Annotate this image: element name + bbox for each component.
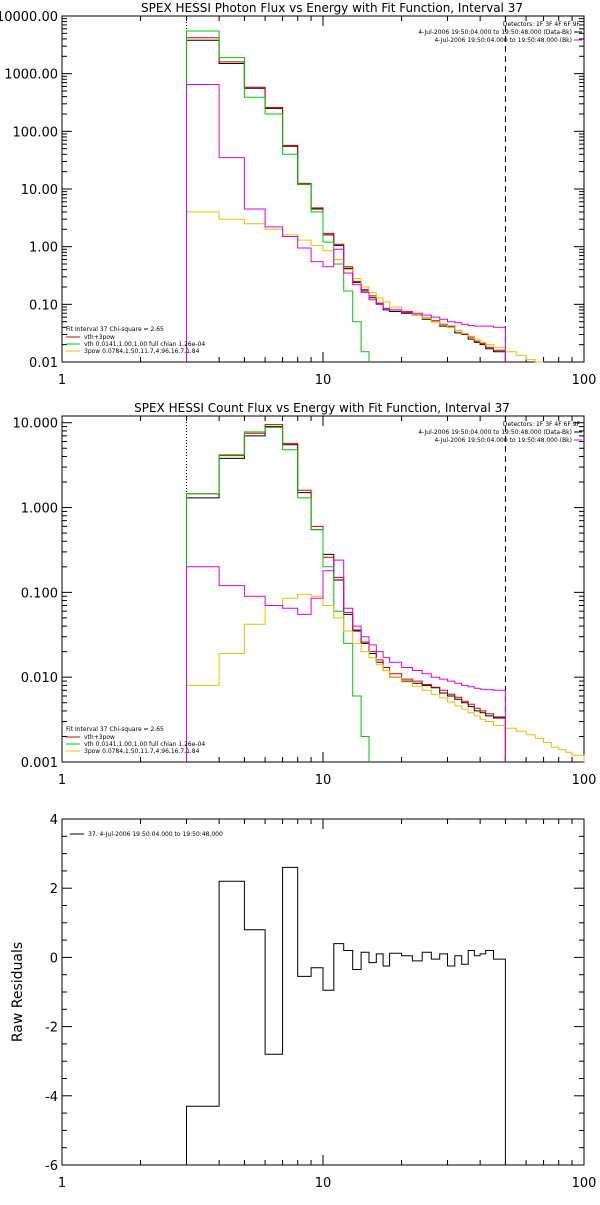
photon-xtick-label: 100 — [572, 373, 597, 388]
count-legend-bk: 4-Jul-2006 19:50:04.000 to 19:50:48.000 … — [434, 437, 572, 444]
photon-legend-3pow: 3pow 0.0784,1.50,11.7,4.96,16.7,1.84 — [84, 348, 200, 355]
count-series-line — [186, 426, 370, 762]
count-ytick-label: 1.000 — [21, 502, 58, 517]
photon-series-line — [186, 30, 370, 362]
count-ytick-label: 10.000 — [13, 417, 59, 432]
photon-series-line — [186, 37, 506, 362]
count-legend-vth: vth 0.0141,1.00,1.00 full chian 1.26e-04 — [84, 741, 205, 748]
residuals-panel: -6 -4 -2 0 2 4 1 10 100 Raw Residuals 37. 4-J… — [10, 813, 596, 1191]
count-legend-vth3pow: vth+3pow — [84, 734, 115, 741]
residual-ytick-label: -2 — [45, 1021, 58, 1036]
photon-ytick-label: 1.00 — [29, 241, 58, 256]
count-legend-fit-interval: Fit Interval 37 Chi-square = 2.65 — [66, 726, 164, 733]
photon-ytick-label: 10000.00 — [0, 10, 58, 25]
photon-legend-vth: vth 0.0141,1.00,1.00 full chian 1.26e-04 — [84, 341, 205, 348]
count-legend-bottom-left: Fit Interval 37 Chi-square = 2.65 vth+3p… — [66, 726, 205, 755]
photon-legend-bk: 4-Jul-2006 19:50:04.000 to 19:50:48.000 … — [434, 37, 572, 44]
photon-legend-data-bk: 4-Jul-2006 19:50:04.000 to 19:50:48.000 … — [418, 29, 572, 36]
residual-series-line — [186, 866, 506, 1165]
count-legend-detectors: Detectors: 1F 3F 4F 6F 9F — [503, 421, 581, 428]
count-legend-3pow: 3pow 0.0784,1.50,11.7,4.96,16.7,1.84 — [84, 748, 200, 755]
residual-xtick-label: 1 — [58, 1176, 66, 1191]
photon-legend-top-right: Detectors: 1F 3F 4F 6F 9F 4-Jul-2006 19:… — [418, 21, 582, 44]
residual-ytick-label: 4 — [50, 813, 58, 828]
photon-ytick-label: 100.00 — [13, 125, 59, 140]
count-flux-panel: SPEX HESSI Count Flux vs Energy with Fit… — [13, 401, 597, 788]
count-series-line — [186, 593, 585, 762]
residuals-y-axis-label: Raw Residuals — [10, 942, 26, 1042]
photon-ytick-label: 10.00 — [21, 183, 58, 198]
count-flux-title: SPEX HESSI Count Flux vs Energy with Fit… — [134, 401, 510, 415]
count-series-line — [186, 559, 506, 762]
photon-legend-fit-interval: Fit Interval 37 Chi-square = 2.65 — [66, 326, 164, 333]
count-xtick-label: 10 — [315, 773, 332, 788]
photon-flux-panel: SPEX HESSI Photon Flux vs Energy with Fi… — [0, 1, 596, 388]
count-xtick-label: 1 — [58, 773, 66, 788]
residual-ytick-label: -4 — [45, 1090, 58, 1105]
count-legend-data-bk: 4-Jul-2006 19:50:04.000 to 19:50:48.000 … — [418, 429, 572, 436]
residual-ytick-label: 2 — [50, 882, 58, 897]
count-xtick-label: 100 — [572, 773, 597, 788]
photon-series-line — [186, 211, 544, 363]
photon-flux-title: SPEX HESSI Photon Flux vs Energy with Fi… — [141, 1, 523, 15]
photon-series-line — [186, 39, 506, 362]
residuals-legend-label: 37. 4-Jul-2006 19:50:04.000 to 19:50:48.… — [88, 831, 223, 838]
photon-series-line — [186, 84, 506, 362]
residual-ytick-label: -6 — [45, 1159, 58, 1174]
count-ytick-label: 0.010 — [21, 671, 58, 686]
count-ytick-label: 0.100 — [21, 586, 58, 601]
residual-ytick-label: 0 — [50, 951, 58, 966]
residual-xtick-label: 100 — [572, 1176, 597, 1191]
photon-legend-vth3pow: vth+3pow — [84, 334, 115, 341]
photon-ytick-label: 1000.00 — [4, 68, 58, 83]
count-legend-top-right: Detectors: 1F 3F 4F 6F 9F 4-Jul-2006 19:… — [418, 421, 582, 444]
count-ytick-label: 0.001 — [21, 756, 58, 771]
photon-ytick-label: 0.01 — [29, 356, 58, 371]
photon-legend-detectors: Detectors: 1F 3F 4F 6F 9F — [503, 21, 581, 28]
photon-ytick-label: 0.10 — [29, 298, 58, 313]
residual-xtick-label: 10 — [315, 1176, 332, 1191]
photon-xtick-label: 10 — [315, 373, 332, 388]
photon-legend-bottom-left: Fit Interval 37 Chi-square = 2.65 vth+3p… — [66, 326, 205, 355]
count-series-line — [186, 424, 506, 762]
photon-xtick-label: 1 — [58, 373, 66, 388]
count-series-line — [186, 426, 506, 762]
